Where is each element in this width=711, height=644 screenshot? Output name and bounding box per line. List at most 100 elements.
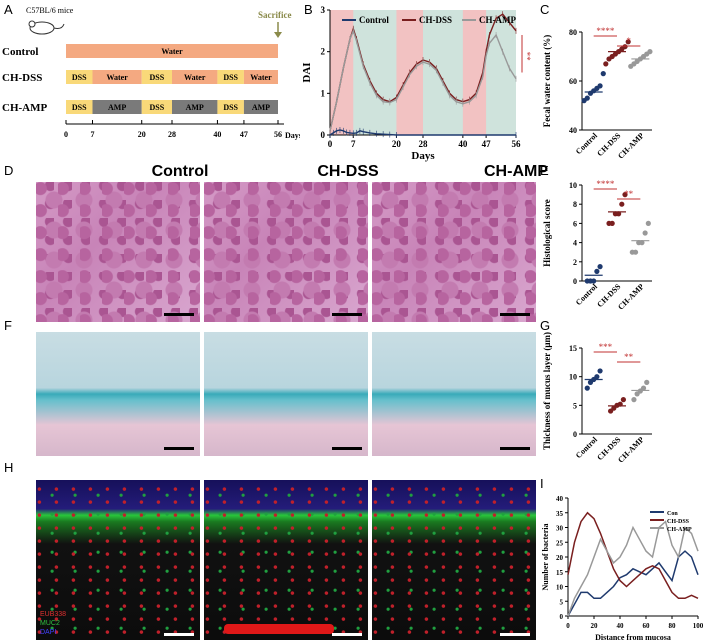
group-label: CH-AMP (2, 102, 47, 114)
group-label: Control (2, 46, 38, 58)
segment-label: Water (250, 73, 272, 82)
data-point-control (584, 385, 590, 391)
d-title-ch-amp: CH-AMP (484, 163, 548, 180)
y-axis-label: Histological score (542, 199, 552, 267)
segment-label: Water (161, 47, 183, 56)
data-point-ch-amp (640, 385, 647, 391)
panel-label-f: F (4, 318, 12, 333)
y-tick-label: 2 (573, 258, 577, 267)
y-tick-label: 40 (569, 126, 577, 135)
data-point-ch-amp (647, 49, 653, 55)
y-tick-label: 10 (569, 181, 577, 190)
timeline-segment (66, 100, 93, 114)
scale-bar (164, 447, 194, 450)
x-axis-label: Days (411, 150, 435, 162)
timeline-tick-label: 7 (91, 130, 95, 139)
y-tick-label: 10 (556, 584, 564, 592)
x-axis-label: Distance from mucosa (595, 633, 671, 642)
panel-label-c: C (540, 2, 550, 17)
sacrifice-label: Sacrifice (258, 10, 291, 20)
x-tick-label: 20 (392, 139, 402, 149)
legend-label: Control (359, 15, 389, 25)
data-point-ch-dss (620, 397, 626, 403)
timeline-segment (172, 70, 218, 84)
segment-label: DSS (72, 103, 87, 112)
timeline-segment (92, 70, 142, 84)
he-image-control (36, 182, 200, 322)
segment-label: AMP (252, 103, 270, 112)
series-line-ch-dss (567, 511, 699, 600)
panel-label-a: A (4, 2, 13, 17)
timeline-segment (66, 44, 278, 58)
timeline-tick-label: 20 (138, 130, 146, 139)
y-tick-label: 30 (556, 525, 564, 533)
days-label: Days (285, 131, 300, 140)
d-title-ch-dss: CH-DSS (317, 163, 379, 180)
segment-label: DSS (223, 103, 238, 112)
stain-label-eub338: EUB338 (40, 611, 67, 618)
scale-bar (332, 633, 362, 636)
data-point-ch-dss (609, 220, 615, 226)
data-point-control (597, 368, 603, 374)
data-point-control (597, 83, 603, 89)
data-point-ch-amp (639, 240, 645, 246)
scale-bar (332, 447, 362, 450)
data-point-control (594, 374, 600, 380)
segment-label: DSS (223, 73, 238, 82)
x-tick-label: 0 (566, 622, 570, 630)
legend-label: CH-DSS (667, 519, 690, 525)
legend-label: CH-AMP (667, 527, 692, 533)
data-point-ch-amp (644, 379, 650, 385)
data-point-control (600, 71, 606, 77)
data-point-ch-dss (616, 211, 622, 217)
data-point-ch-dss (622, 44, 628, 50)
y-tick-label: 3 (321, 5, 326, 15)
x-tick-label: 40 (458, 139, 468, 149)
data-point-ch-amp (632, 249, 639, 255)
y-axis-label: Thickness of mucus layer (μm) (542, 332, 552, 450)
data-point-ch-dss (619, 201, 625, 207)
y-tick-label: 25 (556, 539, 564, 547)
panel-label-d: D (4, 163, 14, 178)
y-tick-label: 0 (560, 613, 564, 621)
significance-label: ** (624, 189, 634, 199)
scale-bar (500, 447, 530, 450)
data-point-control (597, 264, 603, 270)
scale-bar (332, 313, 362, 316)
y-tick-label: 0 (321, 130, 326, 140)
legend-label: CH-AMP (479, 15, 516, 25)
category-label: CH-AMP (616, 131, 646, 161)
y-tick-label: 1 (321, 88, 326, 98)
mouse-icon (28, 20, 65, 35)
timeline-tick-label: 28 (168, 130, 176, 139)
dss-shading (462, 10, 487, 135)
x-tick-label: 56 (512, 139, 522, 149)
category-label: CH-AMP (616, 282, 646, 312)
y-tick-label: 5 (560, 598, 564, 606)
significance-label: *** (599, 342, 613, 352)
timeline-segment (243, 70, 278, 84)
timeline-tick-label: 47 (240, 130, 248, 139)
series-line-ch-amp (567, 520, 699, 617)
data-point-ch-amp (642, 230, 648, 236)
significance-label: ** (522, 52, 532, 62)
bacteria-distance-chart: 0 5 10 15 20 25 30 35 40 0 20 40 60 80 100 Distance fro… (541, 495, 704, 642)
histological-score-scatter: 0246810ControlCH-DSSCH-AMP******Histolog… (542, 179, 652, 312)
y-tick-label: 15 (569, 344, 577, 353)
group-label: CH-DSS (2, 72, 42, 84)
timeline-segment (92, 100, 142, 114)
y-tick-label: 2 (321, 47, 326, 57)
y-tick-label: 20 (556, 554, 564, 562)
x-tick-label: 100 (693, 622, 704, 630)
y-axis-label: DAI (301, 62, 313, 82)
y-tick-label: 40 (556, 495, 564, 503)
timeline-figure: C57BL/6 mice Sacrifice Control Water CH-DS… (2, 6, 300, 140)
y-tick-label: 35 (556, 510, 564, 518)
panel-label-h: H (4, 460, 14, 475)
mouse-label: C57BL/6 mice (26, 6, 74, 15)
he-image-ch-amp (372, 182, 536, 322)
y-tick-label: 8 (573, 200, 577, 209)
ab-image-control (36, 332, 200, 456)
sacrifice-arrow-head (274, 32, 282, 38)
